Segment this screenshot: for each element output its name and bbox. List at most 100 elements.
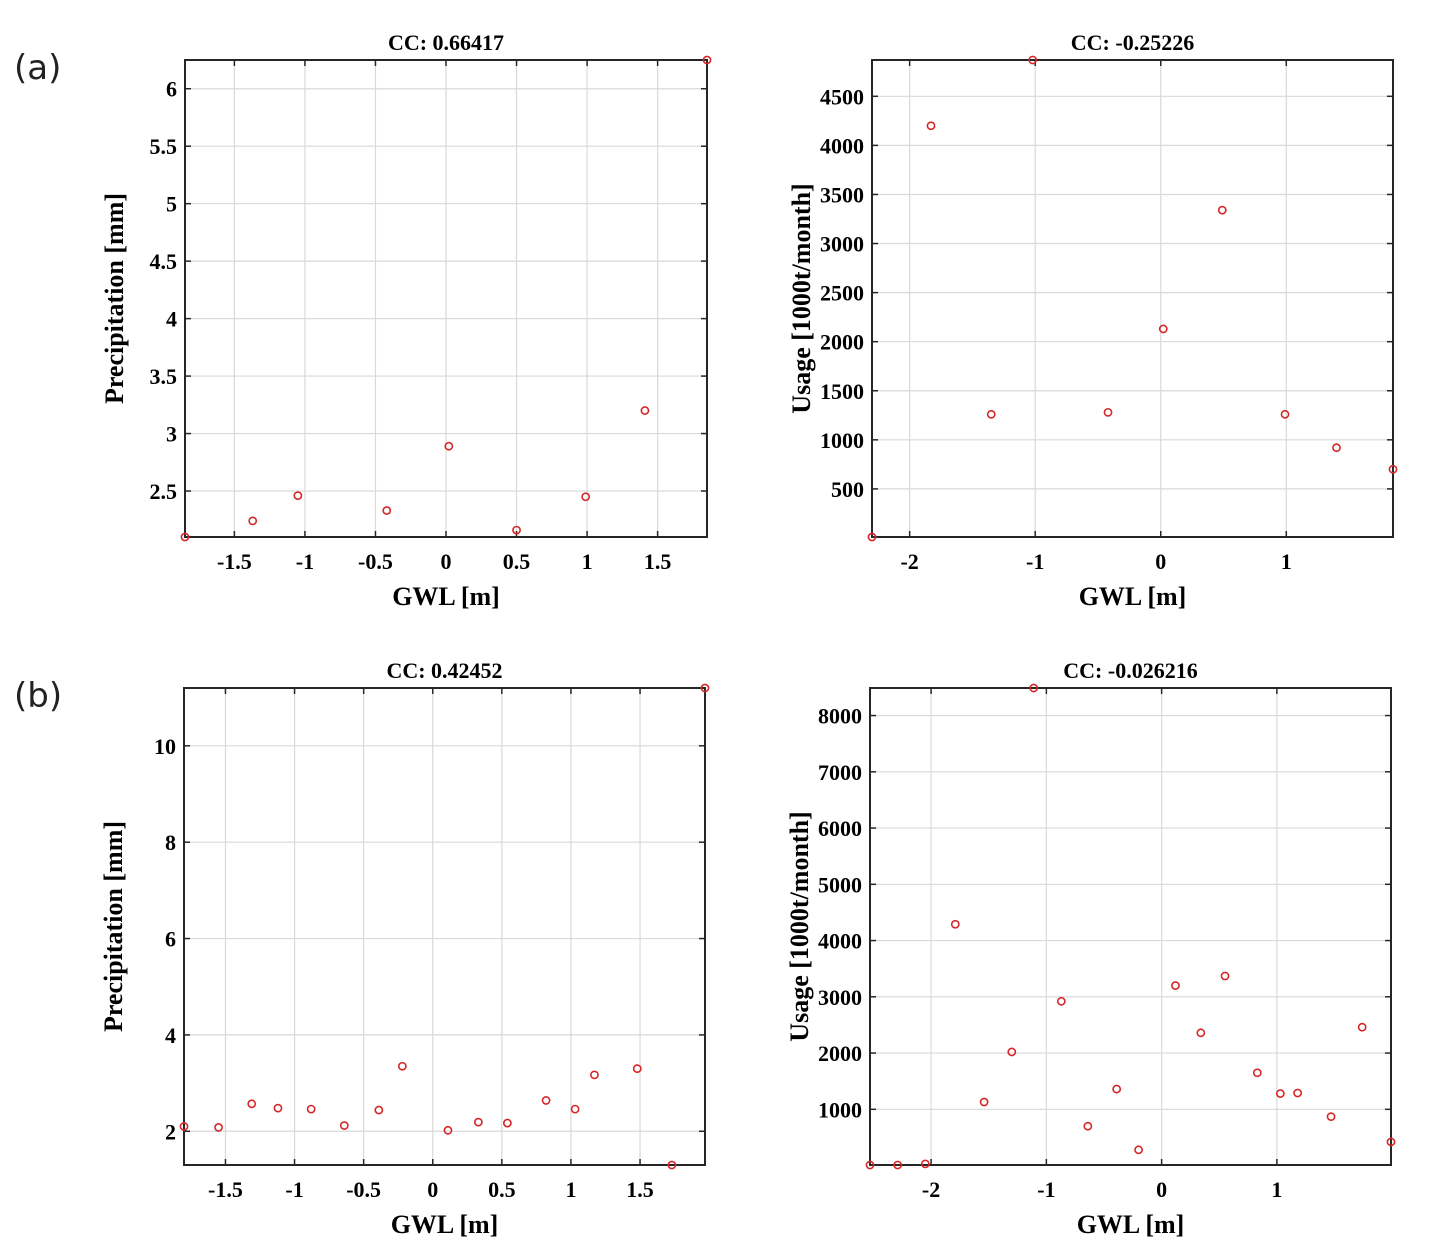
y-tick-label: 6000 (818, 816, 862, 841)
x-tick-label: -0.5 (358, 549, 393, 574)
data-point (979, 1097, 989, 1107)
data-point (1083, 1121, 1093, 1131)
data-point (1332, 443, 1341, 453)
data-point (443, 1125, 453, 1135)
y-tick-label: 3 (166, 422, 177, 447)
data-point (1158, 324, 1168, 334)
data-point (986, 409, 996, 419)
data-point (865, 1160, 875, 1170)
y-tick-label: 3500 (820, 182, 864, 207)
data-point (867, 532, 877, 542)
data-point (1029, 683, 1039, 693)
data-point (248, 516, 258, 526)
chart-3: -1.5 -1 -0.5 0 0.5 1 1.5 2 4 6 8 10 CC: 0.42452 GWL [… (99, 658, 710, 1239)
data-point (247, 1099, 257, 1109)
data-point (1007, 1047, 1017, 1057)
y-tick-label: 2000 (820, 330, 864, 355)
data-point (700, 683, 710, 693)
data-point (893, 1160, 903, 1170)
data-point (667, 1160, 677, 1170)
x-tick-label: 0 (1156, 1177, 1167, 1202)
data-point (502, 1118, 512, 1128)
y-tick-label: 1000 (820, 428, 864, 453)
data-point (920, 1159, 930, 1169)
data-point (570, 1104, 580, 1114)
chart-1: -1.5 -1 -0.5 0 0.5 1 1.5 2.5 3 3.5 4 4.5 5 5.5 6 CC: 0.… (100, 30, 712, 611)
x-tick-label: -1.5 (208, 1177, 243, 1202)
data-point (339, 1121, 349, 1130)
data-point (1056, 996, 1066, 1006)
y-axis-label: Usage [1000t/month] (787, 183, 816, 413)
data-point (1293, 1088, 1303, 1098)
data-point (273, 1103, 283, 1113)
x-tick-label: 1 (1281, 549, 1292, 574)
y-tick-label: 3000 (818, 985, 862, 1010)
y-tick-label: 2.5 (150, 479, 178, 504)
y-tick-label: 500 (831, 477, 864, 502)
data-point (1388, 464, 1398, 474)
x-tick-label: -0.5 (346, 1177, 381, 1202)
data-point (374, 1105, 384, 1115)
data-point (179, 1122, 189, 1131)
x-tick-label: 1 (1271, 1177, 1282, 1202)
x-tick-label: -2 (922, 1177, 940, 1202)
x-tick-label: 0 (427, 1177, 438, 1202)
y-tick-label: 4500 (820, 84, 864, 109)
y-tick-label: 1000 (818, 1097, 862, 1122)
x-tick-label: -2 (900, 549, 918, 574)
data-point (1217, 205, 1227, 215)
y-tick-label: 7000 (818, 760, 862, 785)
chart-title: CC: 0.66417 (388, 30, 504, 55)
data-point (702, 55, 712, 65)
x-axis-label: GWL [m] (392, 582, 500, 611)
x-tick-label: 0.5 (503, 549, 531, 574)
data-point (512, 525, 521, 535)
y-tick-label: 5000 (818, 872, 862, 897)
x-tick-label: -1 (1037, 1177, 1055, 1202)
data-point (581, 492, 591, 502)
chart-2: -2 -1 0 15001000150020002500300035004000450… (787, 30, 1398, 611)
x-tick-label: 0.5 (488, 1177, 516, 1202)
y-tick-label: 3.5 (150, 364, 178, 389)
x-tick-label: 1 (582, 549, 593, 574)
y-tick-label: 8 (165, 830, 176, 855)
y-axis-label: Precipitation [mm] (100, 193, 129, 404)
y-tick-label: 4000 (818, 929, 862, 954)
x-tick-label: 1.5 (644, 549, 672, 574)
data-point (1326, 1112, 1336, 1122)
data-point (590, 1070, 599, 1080)
y-tick-label: 2 (165, 1119, 176, 1144)
data-point (950, 919, 960, 929)
plot-frame (871, 59, 1394, 538)
y-tick-label: 6 (166, 77, 177, 102)
chart-title: CC: -0.25226 (1071, 30, 1194, 55)
data-point (541, 1096, 551, 1105)
x-tick-label: -1.5 (217, 549, 252, 574)
chart-4: -2 -1 0 1 1000 2000 3000 4000 5000 6000 7000 8000 CC… (785, 658, 1396, 1239)
x-axis-label: GWL [m] (1079, 582, 1187, 611)
data-point (926, 121, 936, 131)
plot-frame (869, 687, 1392, 1166)
x-tick-label: -1 (1026, 549, 1044, 574)
data-point (1134, 1145, 1143, 1155)
data-point (1103, 407, 1113, 417)
x-tick-label: -1 (296, 549, 314, 574)
panel-label-a: (a) (14, 48, 62, 88)
x-tick-label: -1 (285, 1177, 303, 1202)
data-point (1220, 971, 1230, 981)
y-tick-label: 8000 (818, 704, 862, 729)
y-tick-label: 4 (166, 307, 177, 332)
panel-label-b: (b) (14, 676, 63, 716)
data-point (382, 506, 392, 515)
y-tick-label: 6 (165, 927, 176, 952)
x-axis-label: GWL [m] (1077, 1210, 1185, 1239)
data-point (180, 532, 190, 542)
data-point (640, 406, 650, 415)
y-tick-label: 1500 (820, 379, 864, 404)
y-tick-label: 2500 (820, 281, 864, 306)
plot-frame (183, 687, 706, 1166)
data-point (293, 491, 303, 501)
y-tick-label: 2000 (818, 1041, 862, 1066)
data-point (214, 1123, 223, 1132)
